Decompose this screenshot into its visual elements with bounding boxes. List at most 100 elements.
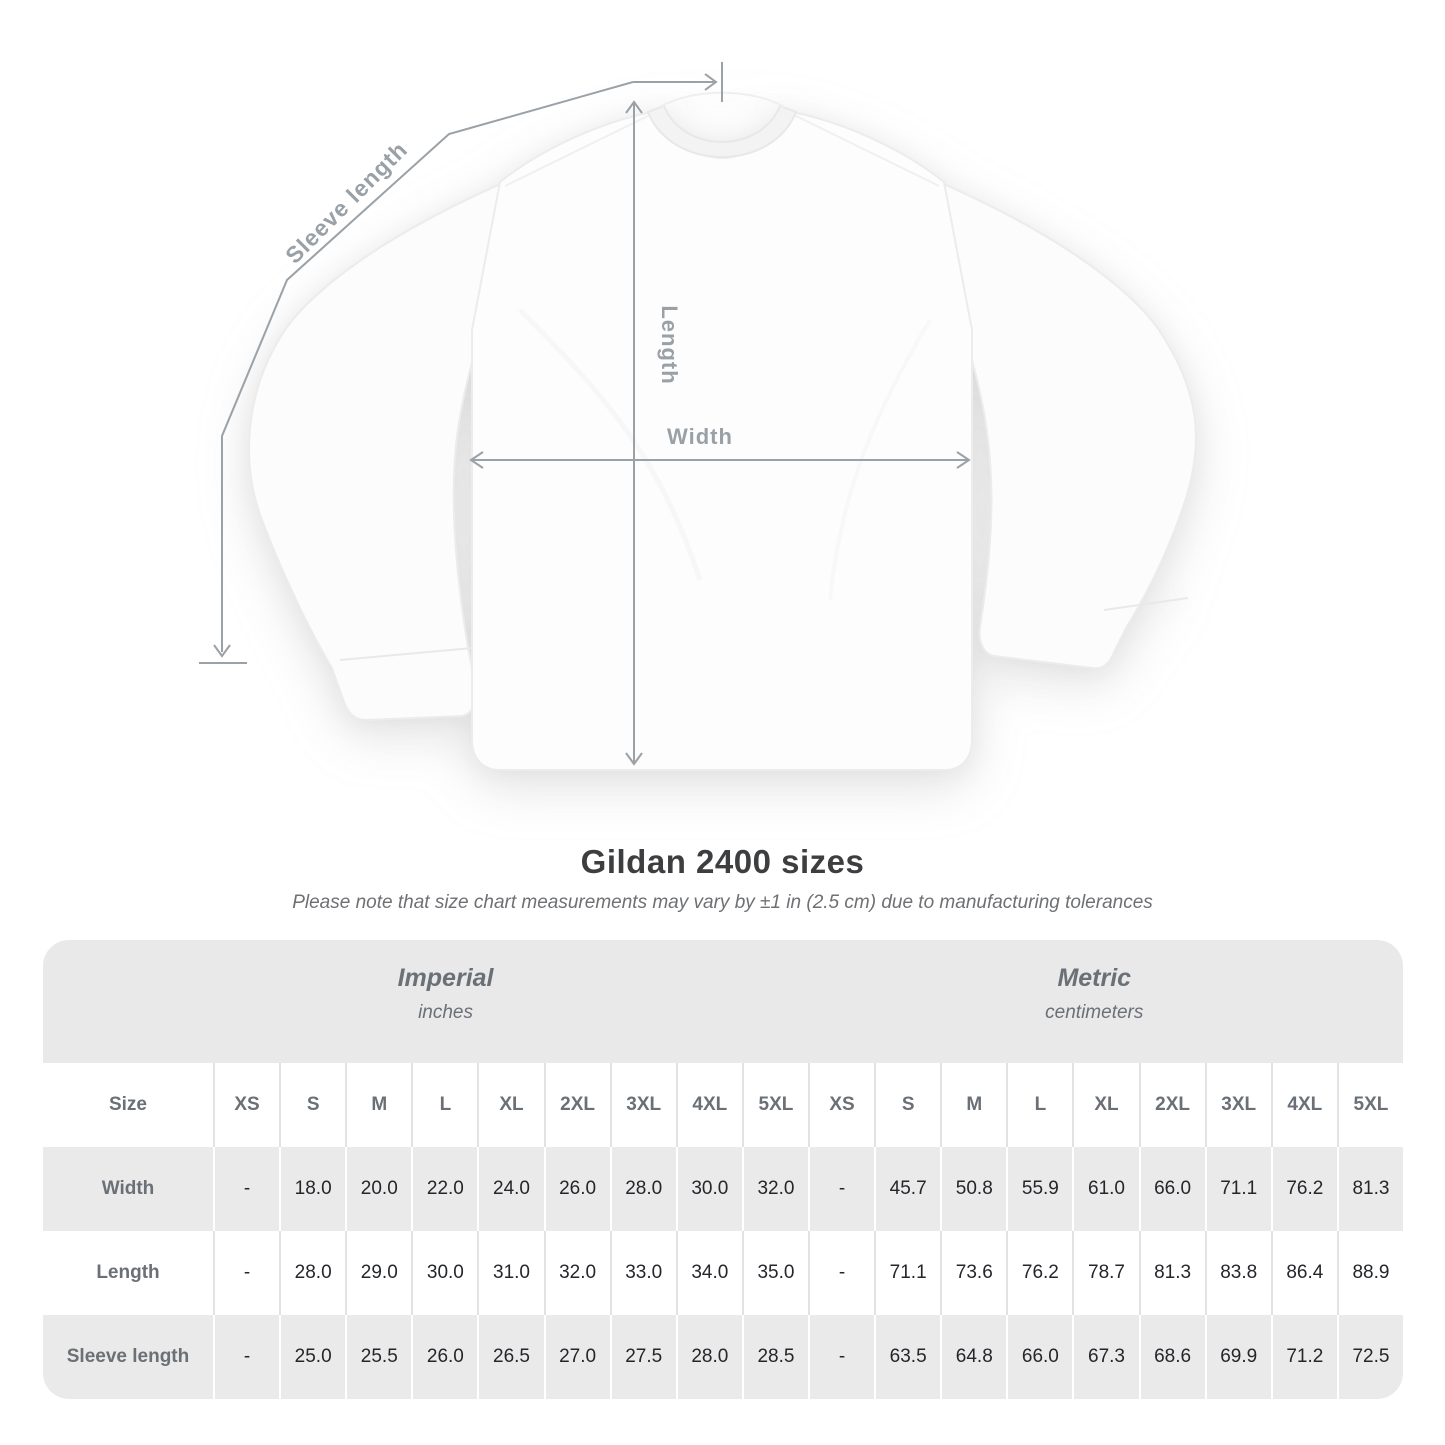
right-shoulder-seam [791, 113, 940, 187]
size-table: Imperial inches Metric centimeters Size … [43, 940, 1403, 1399]
value-cell: 24.0 [477, 1147, 543, 1231]
value-cell: 69.9 [1204, 1315, 1271, 1399]
value-cell: 63.5 [874, 1315, 940, 1399]
value-cell: 55.9 [1006, 1147, 1072, 1231]
value-cell: 30.0 [675, 1147, 742, 1231]
value-cell: 81.3 [1336, 1147, 1403, 1231]
value-cell: 26.0 [411, 1315, 477, 1399]
value-cell: 64.8 [940, 1315, 1006, 1399]
value-cell: 30.0 [411, 1231, 477, 1315]
value-cell: 25.5 [345, 1315, 411, 1399]
value-cell: 66.0 [1006, 1315, 1072, 1399]
row-label: Width [101, 1178, 155, 1199]
size-header-cell: 5XL [741, 1063, 808, 1147]
value-cell: 18.0 [279, 1147, 345, 1231]
size-header-cell: S [279, 1063, 345, 1147]
value-cell: - [808, 1147, 874, 1231]
value-cell: - [213, 1231, 279, 1315]
measurement-lines [199, 62, 971, 766]
value-cell: 71.2 [1270, 1315, 1337, 1399]
size-header-cell: 4XL [675, 1063, 742, 1147]
size-header-cell: XS [808, 1063, 874, 1147]
value-cell: 66.0 [1138, 1147, 1205, 1231]
size-header-cell: 5XL [1336, 1063, 1403, 1147]
value-cell: 32.0 [543, 1231, 610, 1315]
value-cell: 20.0 [345, 1147, 411, 1231]
imperial-header: Imperial inches [398, 964, 494, 1024]
value-cell: 88.9 [1336, 1231, 1403, 1315]
value-cell: 28.0 [609, 1147, 676, 1231]
metric-title: Metric [1057, 964, 1132, 992]
size-header-cell: L [1006, 1063, 1072, 1147]
value-cell: 22.0 [411, 1147, 477, 1231]
imperial-title: Imperial [397, 964, 494, 992]
collar [646, 104, 798, 158]
value-cell: 61.0 [1072, 1147, 1138, 1231]
size-header-row: Size XS S M L XL 2XL 3XL 4XL 5XL XS S M … [43, 1063, 1403, 1147]
unit-header-band: Imperial inches Metric centimeters [43, 940, 1403, 1063]
value-cell: 28.0 [675, 1315, 742, 1399]
value-cell: 25.0 [279, 1315, 345, 1399]
value-cell: 33.0 [609, 1231, 676, 1315]
table-row-sleeve-length: Sleeve length - 25.0 25.5 26.0 26.5 27.0… [43, 1315, 1403, 1399]
size-header-cell: M [345, 1063, 411, 1147]
value-cell: 73.6 [940, 1231, 1006, 1315]
row-label: Length [96, 1262, 160, 1283]
size-header-cell: 3XL [1204, 1063, 1271, 1147]
value-cell: 28.0 [279, 1231, 345, 1315]
value-cell: 78.7 [1072, 1231, 1138, 1315]
shirt-diagram-svg: Sleeve length Length Width [199, 62, 1197, 771]
value-cell: 76.2 [1270, 1147, 1337, 1231]
value-cell: - [808, 1315, 874, 1399]
row-label: Sleeve length [66, 1346, 190, 1367]
length-line [625, 100, 643, 766]
value-cell: 26.0 [543, 1147, 610, 1231]
value-cell: 71.1 [1204, 1147, 1271, 1231]
value-cell: 35.0 [741, 1231, 808, 1315]
shirt-graphic [248, 91, 1197, 771]
title-block: Gildan 2400 sizes Please note that size … [0, 843, 1445, 914]
value-cell: 28.5 [741, 1315, 808, 1399]
value-cell: 34.0 [675, 1231, 742, 1315]
value-cell: 27.0 [543, 1315, 610, 1399]
value-cell: 71.1 [874, 1231, 940, 1315]
metric-subtitle: centimeters [1045, 1002, 1144, 1023]
value-cell: 26.5 [477, 1315, 543, 1399]
value-cell: 32.0 [741, 1147, 808, 1231]
value-cell: 50.8 [940, 1147, 1006, 1231]
size-header-cell: XS [213, 1063, 279, 1147]
table-row-length: Length - 28.0 29.0 30.0 31.0 32.0 33.0 3… [43, 1231, 1403, 1315]
value-cell: - [213, 1147, 279, 1231]
size-header-cell: XL [477, 1063, 543, 1147]
value-cell: 31.0 [477, 1231, 543, 1315]
right-cuff-seam [1103, 597, 1189, 611]
size-header-cell: M [940, 1063, 1006, 1147]
size-header-cell: 3XL [609, 1063, 676, 1147]
value-cell: 29.0 [345, 1231, 411, 1315]
value-cell: - [213, 1315, 279, 1399]
size-header-cell: L [411, 1063, 477, 1147]
size-header-cell: 4XL [1270, 1063, 1337, 1147]
value-cell: 76.2 [1006, 1231, 1072, 1315]
left-cuff-seam [339, 647, 473, 661]
length-label: Length [657, 305, 682, 384]
page-title: Gildan 2400 sizes [580, 843, 865, 880]
width-line [469, 451, 971, 469]
value-cell: 27.5 [609, 1315, 676, 1399]
fold-line [518, 308, 703, 581]
metric-header: Metric centimeters [1045, 964, 1143, 1024]
left-shoulder-seam [504, 113, 653, 187]
table-row-width: Width - 18.0 20.0 22.0 24.0 26.0 28.0 30… [43, 1147, 1403, 1231]
size-header-cell: 2XL [1138, 1063, 1205, 1147]
shirt-measurement-diagram: Sleeve length Length Width [199, 62, 1197, 771]
width-label: Width [667, 424, 733, 449]
value-cell: 86.4 [1270, 1231, 1337, 1315]
size-header-cell: 2XL [543, 1063, 610, 1147]
value-cell: 81.3 [1138, 1231, 1205, 1315]
sleeve-length-line [199, 62, 723, 664]
size-header-cell: S [874, 1063, 940, 1147]
tolerance-note: Please note that size chart measurements… [292, 892, 1153, 913]
value-cell: - [808, 1231, 874, 1315]
imperial-subtitle: inches [418, 1002, 473, 1023]
